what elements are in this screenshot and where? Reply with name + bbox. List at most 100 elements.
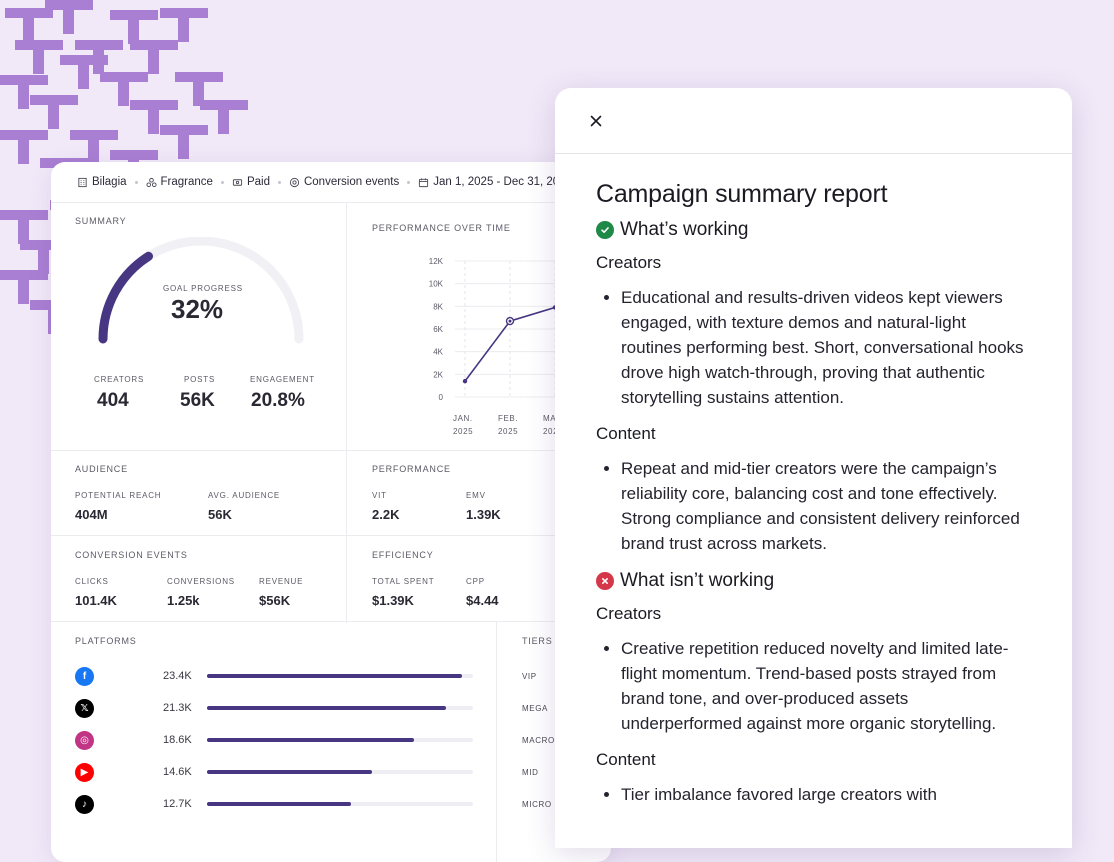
t-shape xyxy=(110,10,158,44)
filter-goal-label: Conversion events xyxy=(303,176,400,188)
target-icon xyxy=(289,177,300,187)
t-shape xyxy=(0,210,48,244)
audience-title: AUDIENCE xyxy=(75,464,128,474)
t-shape xyxy=(0,130,48,164)
platform-row: f 23.4K xyxy=(75,666,475,686)
filter-brand-label: Bilagia xyxy=(92,176,127,188)
filter-bar: Bilagia Fragrance Paid Conversion events… xyxy=(51,162,611,203)
engagement-value: 20.8% xyxy=(251,390,305,411)
not-working-creators-title: Creators xyxy=(596,604,662,623)
total-spent-value: $1.39K xyxy=(372,593,414,608)
platform-bar-fill xyxy=(207,802,351,806)
t-shape xyxy=(100,72,148,106)
t-shape xyxy=(0,75,48,109)
working-content-item: Repeat and mid-tier creators were the ca… xyxy=(621,456,1031,556)
t-shape xyxy=(160,8,208,42)
goal-progress-gauge xyxy=(98,237,304,344)
t-shape xyxy=(160,125,208,159)
performance-title: PERFORMANCE xyxy=(372,464,451,474)
creators-label: CREATORS xyxy=(94,375,145,384)
youtube-icon: ▶ xyxy=(75,762,94,782)
gauge-fill xyxy=(98,251,153,344)
paid-icon xyxy=(232,178,243,186)
potential-reach-value: 404M xyxy=(75,507,108,522)
platform-bar-track xyxy=(207,706,473,710)
x-circle-icon xyxy=(596,572,614,590)
platform-value: 23.4K xyxy=(163,670,192,682)
x-tick-label: JAN. xyxy=(453,414,473,423)
platform-bar-track xyxy=(207,674,473,678)
platform-value: 18.6K xyxy=(163,734,192,746)
campaign-dashboard: Bilagia Fragrance Paid Conversion events… xyxy=(51,162,611,862)
filter-category[interactable]: Fragrance xyxy=(145,176,213,188)
t-shape xyxy=(60,55,108,89)
filter-type[interactable]: Paid xyxy=(232,176,270,188)
revenue-value: $56K xyxy=(259,593,291,608)
data-point xyxy=(462,378,468,384)
t-shape xyxy=(45,0,93,34)
tiktok-icon: ♪ xyxy=(75,794,94,814)
t-shape xyxy=(200,100,248,134)
calendar-icon xyxy=(419,177,429,187)
filter-goal[interactable]: Conversion events xyxy=(289,176,399,188)
t-shape xyxy=(15,40,63,74)
engagement-label: ENGAGEMENT xyxy=(250,375,315,384)
t-shape xyxy=(130,40,178,74)
y-tick-label: 6K xyxy=(433,325,443,334)
x-tick-label: MAR. xyxy=(543,414,565,423)
t-shape xyxy=(20,240,68,274)
divider xyxy=(51,621,611,622)
not-working-content-item: Tier imbalance favored large creators wi… xyxy=(621,782,1031,807)
data-point-center xyxy=(508,319,512,323)
goal-progress-label: GOAL PROGRESS xyxy=(163,284,243,293)
filter-separator xyxy=(134,180,138,184)
y-tick-label: 4K xyxy=(433,348,443,357)
platform-bar-track xyxy=(207,802,473,806)
platform-row: ▶ 14.6K xyxy=(75,762,475,782)
emv-value: 1.39K xyxy=(466,507,501,522)
campaign-summary-panel: Campaign summary report What’s working C… xyxy=(555,88,1072,848)
working-heading: What’s working xyxy=(596,219,1031,241)
y-tick-label: 8K xyxy=(433,302,443,311)
platform-bar-track xyxy=(207,770,473,774)
clicks-label: CLICKS xyxy=(75,577,109,586)
filter-separator xyxy=(407,180,411,184)
platform-value: 21.3K xyxy=(163,702,192,714)
tier-vip: VIP xyxy=(522,672,537,681)
x-icon: 𝕏 xyxy=(75,698,94,718)
check-circle-icon xyxy=(596,221,614,239)
category-icon xyxy=(145,177,157,187)
x-tick-label: 2025 xyxy=(453,427,473,436)
close-icon xyxy=(590,115,602,127)
divider xyxy=(51,535,611,536)
t-shape xyxy=(5,8,53,42)
working-creators-title: Creators xyxy=(596,253,662,272)
platforms-title: PLATFORMS xyxy=(75,636,137,646)
filter-separator xyxy=(277,180,281,184)
t-shape xyxy=(30,95,78,129)
potential-reach-label: POTENTIAL REACH xyxy=(75,491,162,500)
tier-macro: MACRO xyxy=(522,736,555,745)
filter-brand[interactable]: Bilagia xyxy=(77,176,127,188)
y-tick-label: 12K xyxy=(429,257,444,266)
filter-type-label: Paid xyxy=(246,176,270,188)
posts-label: POSTS xyxy=(184,375,216,384)
working-creators-item: Educational and results-driven videos ke… xyxy=(621,285,1031,410)
platform-value: 14.6K xyxy=(163,766,192,778)
platform-row: 𝕏 21.3K xyxy=(75,698,475,718)
filter-date-range[interactable]: Jan 1, 2025 - Dec 31, 2025 xyxy=(418,176,572,188)
platform-bar-track xyxy=(207,738,473,742)
creators-value: 404 xyxy=(97,390,129,411)
close-button[interactable] xyxy=(587,112,605,130)
divider xyxy=(51,450,611,451)
goal-progress-value: 32% xyxy=(171,294,224,324)
conversion-title: CONVERSION EVENTS xyxy=(75,550,188,560)
facebook-icon: f xyxy=(75,666,94,686)
filter-date-label: Jan 1, 2025 - Dec 31, 2025 xyxy=(433,176,572,188)
avg-audience-label: AVG. AUDIENCE xyxy=(208,491,281,500)
divider xyxy=(496,622,497,862)
total-spent-label: TOTAL SPENT xyxy=(372,577,435,586)
cpp-label: CPP xyxy=(466,577,485,586)
instagram-icon: ◎ xyxy=(75,730,94,750)
vit-value: 2.2K xyxy=(372,507,400,522)
